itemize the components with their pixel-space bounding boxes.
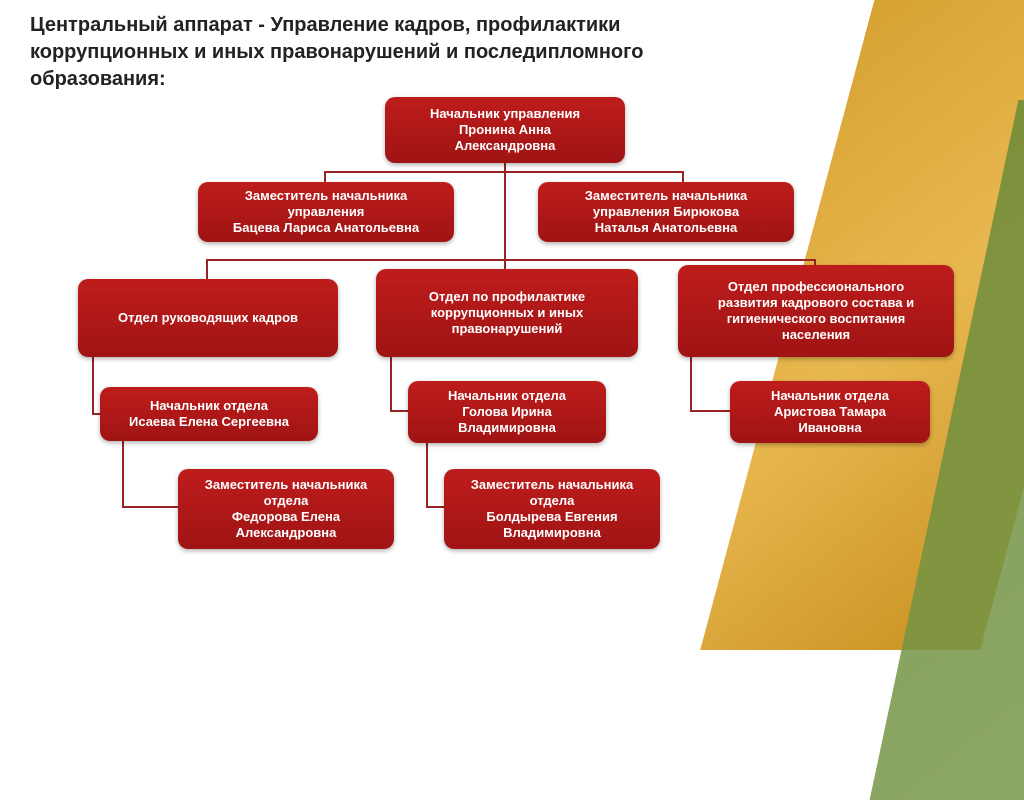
org-node-h1: Начальник отделаИсаева Елена Сергеевна	[100, 387, 318, 441]
node-line: Отдел профессионального	[718, 279, 914, 295]
org-node-dept3: Отдел профессиональногоразвития кадровог…	[678, 265, 954, 357]
node-line: Владимировна	[471, 525, 633, 541]
connector	[324, 171, 684, 173]
org-node-dept2: Отдел по профилактикекоррупционных и ины…	[376, 269, 638, 357]
connector	[122, 441, 124, 507]
org-node-h2: Начальник отделаГолова ИринаВладимировна	[408, 381, 606, 443]
node-line: Владимировна	[448, 420, 566, 436]
node-line: Заместитель начальника	[233, 188, 419, 204]
node-line: Начальник отдела	[129, 398, 289, 414]
org-node-head: Начальник управленияПронина АннаАлександ…	[385, 97, 625, 163]
node-line: Александровна	[430, 138, 580, 154]
node-line: отдела	[471, 493, 633, 509]
org-chart: Начальник управленияПронина АннаАлександ…	[30, 97, 994, 577]
node-line: Начальник отдела	[448, 388, 566, 404]
node-line: Заместитель начальника	[205, 477, 367, 493]
org-node-dept1: Отдел руководящих кадров	[78, 279, 338, 357]
node-line: управления Бирюкова	[585, 204, 747, 220]
node-line: правонарушений	[429, 321, 585, 337]
node-line: Болдырева Евгения	[471, 509, 633, 525]
node-line: развития кадрового состава и	[718, 295, 914, 311]
node-line: Голова Ирина	[448, 404, 566, 420]
connector	[426, 443, 428, 507]
node-line: Заместитель начальника	[585, 188, 747, 204]
node-line: Пронина Анна	[430, 122, 580, 138]
org-node-dep2: Заместитель начальникауправления Бирюков…	[538, 182, 794, 242]
connector	[206, 259, 816, 261]
node-line: Ивановна	[771, 420, 889, 436]
node-line: Федорова Елена	[205, 509, 367, 525]
connector	[206, 259, 208, 279]
node-line: Начальник управления	[430, 106, 580, 122]
node-line: населения	[718, 327, 914, 343]
connector	[504, 163, 506, 269]
connector	[426, 506, 444, 508]
org-node-s2: Заместитель начальникаотделаБолдырева Ев…	[444, 469, 660, 549]
node-line: Исаева Елена Сергеевна	[129, 414, 289, 430]
connector	[390, 410, 408, 412]
node-line: гигиенического воспитания	[718, 311, 914, 327]
node-line: управления	[233, 204, 419, 220]
node-line: Начальник отдела	[771, 388, 889, 404]
node-line: Заместитель начальника	[471, 477, 633, 493]
node-line: Отдел руководящих кадров	[118, 310, 298, 326]
node-line: Бацева Лариса Анатольевна	[233, 220, 419, 236]
node-line: Наталья Анатольевна	[585, 220, 747, 236]
org-node-s1: Заместитель начальникаотделаФедорова Еле…	[178, 469, 394, 549]
node-line: отдела	[205, 493, 367, 509]
connector	[690, 410, 730, 412]
connector	[122, 506, 178, 508]
node-line: коррупционных и иных	[429, 305, 585, 321]
slide-title: Центральный аппарат - Управление кадров,…	[30, 12, 730, 93]
node-line: Александровна	[205, 525, 367, 541]
org-node-dep1: Заместитель начальникауправленияБацева Л…	[198, 182, 454, 242]
node-line: Аристова Тамара	[771, 404, 889, 420]
node-line: Отдел по профилактике	[429, 289, 585, 305]
org-node-h3: Начальник отделаАристова ТамараИвановна	[730, 381, 930, 443]
